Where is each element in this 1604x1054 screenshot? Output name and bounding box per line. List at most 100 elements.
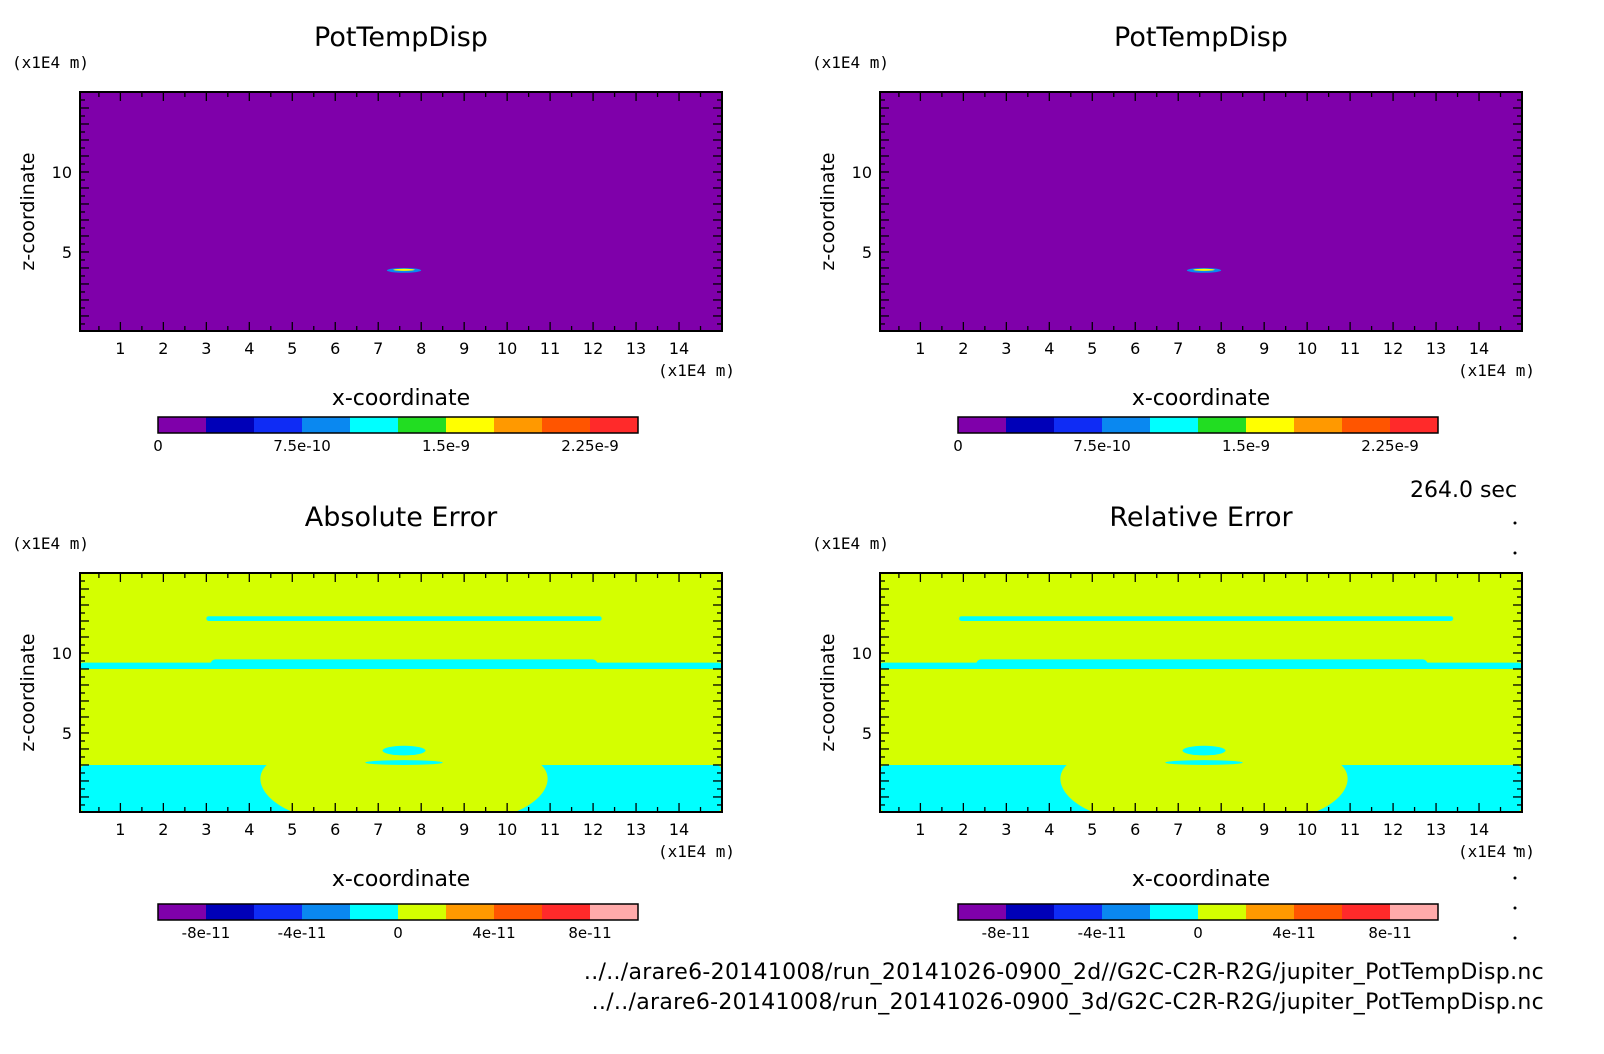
colorbar-swatch [254,904,302,920]
x-unit-label: (x1E4 m) [658,361,735,380]
colorbar-tick-label: 4e-11 [1272,924,1315,942]
contour-blob [1182,745,1226,756]
x-tick-label: 12 [583,339,603,358]
contour-band [976,659,1428,669]
colorbar-swatch [542,417,590,433]
plot-area [80,573,722,812]
contour-blob [365,760,443,765]
footer-file-2d: ../../arare6-20141008/run_20141026-0900_… [583,960,1544,985]
x-tick-label: 12 [1383,339,1403,358]
contour-band [959,616,1454,621]
colorbar: -8e-11 -4e-11 0 4e-11 8e-11 [157,903,639,942]
y-axis: 5 10 [852,99,1522,325]
x-tick-label: 9 [1259,820,1269,839]
contour-mound [257,764,551,812]
colorbar-tick-label: 8e-11 [568,924,611,942]
x-tick-label: 8 [1216,339,1226,358]
x-tick-label: 7 [373,339,383,358]
colorbar-tick-label: -4e-11 [278,924,327,942]
colorbar-tick-label: 7.5e-10 [273,437,331,455]
chart-panel-tl: PotTempDisp(x1E4 m)1 2 3 4 5 6 7 8 9 10 11 12 13 14(x… [12,22,735,455]
y-tick-label: 5 [862,243,872,262]
y-tick-label: 5 [862,724,872,743]
colorbar-tick-label: 7.5e-10 [1073,437,1131,455]
margin-dot [1513,551,1517,555]
contour-blob [393,268,415,271]
chart-title: Absolute Error [305,502,498,533]
colorbar-swatch [958,417,1006,433]
x-tick-label: 11 [1340,820,1360,839]
colorbar-tick-label: 2.25e-9 [1361,437,1419,455]
margin-dot [1513,936,1517,940]
x-tick-label: 3 [1001,339,1011,358]
chart-title: Relative Error [1109,502,1293,533]
x-tick-label: 10 [1297,820,1317,839]
y-axis-title: z-coordinate [17,633,39,751]
x-tick-label: 14 [1469,820,1489,839]
colorbar-swatch [398,417,446,433]
margin-dot [1513,521,1517,525]
x-axis: 1 2 3 4 5 6 7 8 9 10 11 12 13 14 [898,573,1502,839]
x-tick-label: 10 [497,820,517,839]
colorbar-swatch [590,417,638,433]
x-tick-label: 14 [669,339,689,358]
colorbar-tick-label: 8e-11 [1368,924,1411,942]
contour-band [210,659,598,669]
x-tick-label: 3 [201,339,211,358]
colorbar-tick-label: 4e-11 [472,924,515,942]
colorbar-swatch [1054,904,1102,920]
x-axis: 1 2 3 4 5 6 7 8 9 10 11 12 13 14 [98,573,702,839]
x-tick-label: 13 [626,339,646,358]
margin-dot [1513,846,1517,850]
y-axis: 5 10 [852,580,1522,806]
y-axis-title: z-coordinate [817,633,839,751]
x-tick-label: 11 [540,339,560,358]
y-tick-label: 10 [52,644,72,663]
colorbar-swatch [1150,417,1198,433]
x-tick-label: 1 [115,339,125,358]
colorbar-swatch [542,904,590,920]
x-tick-label: 8 [416,820,426,839]
colorbar-tick-label: 1.5e-9 [422,437,470,455]
colorbar-frame [957,903,1439,921]
colorbar: -8e-11 -4e-11 0 4e-11 8e-11 [957,903,1439,942]
contour-mound [1057,764,1351,812]
colorbar-swatch [1102,904,1150,920]
x-tick-label: 1 [915,820,925,839]
colorbar-swatch [302,417,350,433]
chart-title: PotTempDisp [1114,22,1288,53]
x-tick-label: 5 [287,820,297,839]
colorbar-tick-label: -8e-11 [982,924,1031,942]
margin-dot [1513,876,1517,880]
colorbar-tick-label: -4e-11 [1078,924,1127,942]
y-axis-title: z-coordinate [817,152,839,270]
y-axis-title: z-coordinate [17,152,39,270]
colorbar-tick-label: 2.25e-9 [561,437,619,455]
x-tick-label: 4 [1044,339,1054,358]
y-axis: 5 10 [52,580,722,806]
x-tick-label: 13 [1426,820,1446,839]
colorbar-tick-label: 0 [153,437,163,455]
x-tick-label: 8 [1216,820,1226,839]
x-axis: 1 2 3 4 5 6 7 8 9 10 11 12 13 14 [98,92,702,358]
x-tick-label: 5 [1087,820,1097,839]
colorbar-swatch [1054,417,1102,433]
x-axis-title: x-coordinate [332,386,470,411]
colorbar-swatch [254,417,302,433]
plot-area [880,92,1522,331]
y-tick-label: 10 [852,163,872,182]
colorbar-frame [157,416,639,434]
colorbar-swatch [494,904,542,920]
colorbar-swatch [1390,417,1438,433]
x-tick-label: 1 [115,820,125,839]
colorbar-swatch [206,904,254,920]
x-tick-label: 3 [1001,820,1011,839]
x-tick-label: 7 [373,820,383,839]
colorbar-tick-label: 0 [393,924,403,942]
colorbar-swatch [398,904,446,920]
x-tick-label: 9 [1259,339,1269,358]
colorbar-swatch [1198,417,1246,433]
colorbar-swatch [446,904,494,920]
colorbar-swatch [494,417,542,433]
x-tick-label: 13 [626,820,646,839]
